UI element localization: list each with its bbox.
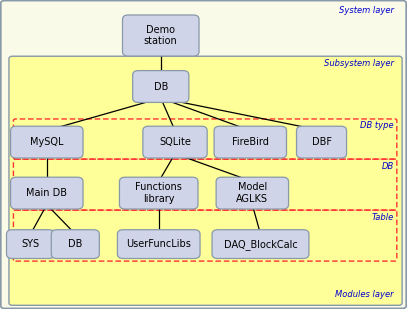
Text: DAQ_BlockCalc: DAQ_BlockCalc <box>223 239 298 250</box>
FancyBboxPatch shape <box>123 15 199 56</box>
Text: Model
AGLKS: Model AGLKS <box>236 182 268 204</box>
Text: DB: DB <box>382 162 394 171</box>
FancyBboxPatch shape <box>11 126 83 158</box>
Text: System layer: System layer <box>339 6 394 15</box>
Text: Demo
station: Demo station <box>144 25 177 46</box>
Text: SYS: SYS <box>22 239 39 249</box>
FancyBboxPatch shape <box>51 230 99 258</box>
Text: Modules layer: Modules layer <box>335 290 394 299</box>
FancyBboxPatch shape <box>216 177 289 209</box>
FancyBboxPatch shape <box>133 71 189 103</box>
Text: DB: DB <box>153 82 168 91</box>
FancyBboxPatch shape <box>9 56 402 305</box>
Text: DB type: DB type <box>360 121 394 130</box>
Text: Functions
library: Functions library <box>135 182 182 204</box>
Text: SQLite: SQLite <box>159 137 191 147</box>
FancyBboxPatch shape <box>296 126 346 158</box>
Text: Table: Table <box>372 213 394 222</box>
Text: MySQL: MySQL <box>30 137 63 147</box>
Text: Subsystem layer: Subsystem layer <box>324 59 394 68</box>
Text: DBF: DBF <box>311 137 332 147</box>
Text: UserFuncLibs: UserFuncLibs <box>126 239 191 249</box>
FancyBboxPatch shape <box>120 177 198 209</box>
FancyBboxPatch shape <box>11 177 83 209</box>
Text: DB: DB <box>68 239 83 249</box>
FancyBboxPatch shape <box>212 230 309 258</box>
FancyBboxPatch shape <box>143 126 207 158</box>
FancyBboxPatch shape <box>214 126 287 158</box>
FancyBboxPatch shape <box>117 230 200 258</box>
Text: FireBird: FireBird <box>232 137 269 147</box>
FancyBboxPatch shape <box>7 230 55 258</box>
Text: Main DB: Main DB <box>26 188 67 198</box>
